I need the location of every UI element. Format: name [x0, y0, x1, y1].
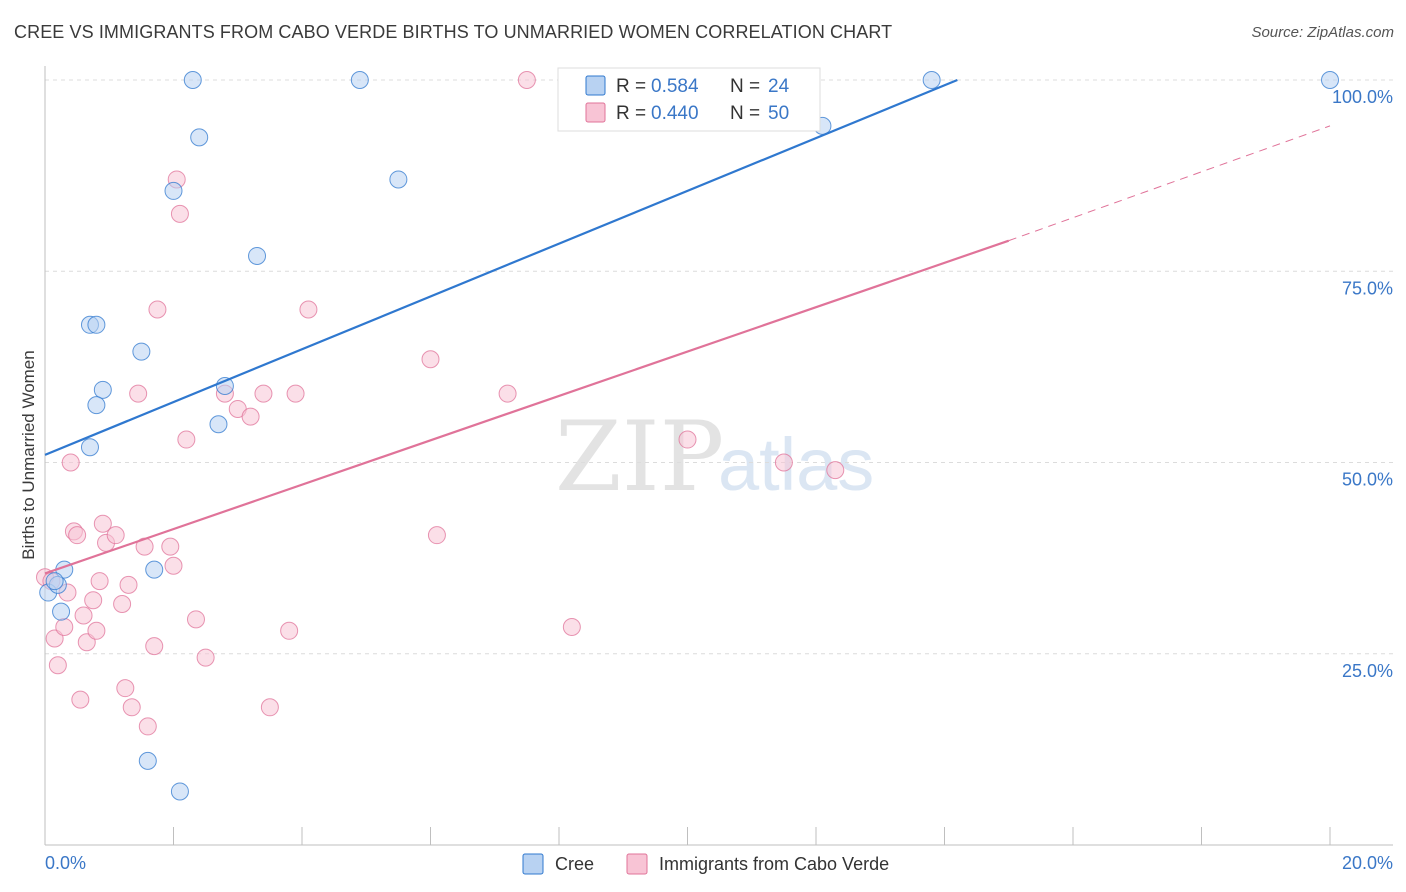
stats-n-value-cabo-verde: 50	[768, 103, 789, 124]
cree-point	[922, 71, 941, 89]
cabo-verde-point	[145, 637, 164, 656]
cabo-verde-point	[286, 384, 305, 403]
stats-r-label-cabo-verde: R =	[616, 103, 646, 124]
cabo-verde-point	[106, 526, 125, 545]
cabo-verde-point	[71, 690, 90, 709]
cree-trend-line	[44, 78, 958, 456]
cabo-verde-point	[164, 556, 183, 575]
cabo-verde-point	[678, 430, 697, 449]
trend-lines	[44, 78, 1331, 575]
bottom-legend: Cree Immigrants from Cabo Verde	[522, 853, 889, 875]
stats-swatch-cabo-verde	[585, 102, 606, 123]
cabo-verde-point	[421, 350, 440, 369]
cabo-verde-point	[93, 514, 112, 533]
x-tick-label-max: 20.0%	[1342, 853, 1393, 873]
cree-point	[80, 438, 99, 457]
cabo-verde-point	[498, 384, 517, 403]
cree-point	[183, 71, 202, 89]
cabo-verde-point	[427, 526, 446, 545]
cabo-verde-point	[119, 575, 138, 594]
legend-swatch-cabo-verde	[626, 853, 648, 875]
x-tick-label-min: 0.0%	[45, 853, 86, 873]
cree-point	[52, 602, 71, 621]
grid-lines	[45, 79, 1393, 655]
cree-point	[170, 782, 189, 801]
y-tick-label-50: 50.0%	[1342, 470, 1393, 490]
stats-r-label-cree: R =	[616, 76, 646, 97]
y-tick-label-75: 75.0%	[1342, 278, 1393, 298]
cree-point	[145, 560, 164, 579]
stats-r-value-cree: 0.584	[651, 76, 699, 97]
legend-swatch-cree	[522, 853, 544, 875]
cabo-verde-point	[77, 633, 96, 652]
y-tick-label-25: 25.0%	[1342, 661, 1393, 681]
series-cree-points	[39, 71, 1339, 801]
cabo-verde-point	[161, 537, 180, 556]
cabo-verde-point	[562, 617, 581, 636]
cabo-verde-point	[113, 595, 132, 614]
cabo-verde-point	[148, 300, 167, 319]
cabo-verde-point	[48, 656, 67, 675]
stats-n-value-cree: 24	[768, 76, 790, 97]
cabo-verde-trend-line	[44, 239, 1010, 575]
cabo-verde-point	[196, 648, 215, 667]
cree-point	[132, 342, 151, 361]
cabo-verde-trend-extension	[1008, 125, 1331, 242]
stats-r-value-cabo-verde: 0.440	[651, 103, 699, 124]
cabo-verde-point	[280, 621, 299, 640]
x-tick-marks	[44, 827, 1331, 845]
stats-n-label-cabo-verde: N =	[730, 103, 760, 124]
cabo-verde-point	[90, 572, 109, 591]
stats-legend: R = 0.584 N = 24 R = 0.440 N = 50	[557, 67, 821, 132]
y-tick-label-100: 100.0%	[1332, 87, 1393, 107]
cabo-verde-point	[241, 407, 260, 426]
cabo-verde-point	[122, 698, 141, 717]
cabo-verde-point	[138, 717, 157, 736]
cabo-verde-point	[170, 204, 189, 223]
y-axis-title: Births to Unmarried Women	[19, 350, 38, 559]
cree-point	[1321, 71, 1339, 89]
cree-point	[164, 181, 183, 200]
stats-n-label-cree: N =	[730, 76, 760, 97]
cabo-verde-point	[55, 617, 74, 636]
cabo-verde-point	[517, 71, 536, 89]
chart-title: CREE VS IMMIGRANTS FROM CABO VERDE BIRTH…	[14, 22, 893, 42]
cabo-verde-point	[299, 300, 318, 319]
watermark-zip: ZIP	[555, 401, 724, 513]
cree-point	[350, 71, 369, 89]
cabo-verde-point	[87, 621, 106, 640]
cabo-verde-point	[774, 453, 793, 472]
cabo-verde-point	[826, 461, 845, 480]
cabo-verde-point	[186, 610, 205, 629]
cree-point	[45, 572, 64, 591]
cabo-verde-point	[177, 430, 196, 449]
cree-point	[93, 380, 112, 399]
cabo-verde-point	[254, 384, 273, 403]
cree-point	[138, 751, 157, 770]
cabo-verde-point	[84, 591, 103, 610]
chart-source: Source: ZipAtlas.com	[1251, 24, 1394, 41]
legend-label-cree: Cree	[555, 854, 594, 874]
cree-point	[389, 170, 408, 189]
watermark-atlas: atlas	[718, 423, 874, 506]
cabo-verde-point	[74, 606, 93, 625]
cabo-verde-point	[61, 453, 80, 472]
legend-label-cabo-verde: Immigrants from Cabo Verde	[659, 854, 889, 874]
cree-point	[190, 128, 209, 147]
cree-point	[87, 315, 106, 334]
cree-point	[87, 396, 106, 415]
cabo-verde-point	[129, 384, 148, 403]
stats-swatch-cree	[585, 75, 606, 96]
cabo-verde-point	[260, 698, 279, 717]
cabo-verde-point	[45, 629, 64, 648]
cree-point	[209, 415, 228, 434]
watermark: ZIP atlas	[555, 401, 874, 513]
cabo-verde-point	[68, 526, 87, 545]
cree-point	[248, 246, 267, 265]
cabo-verde-point	[116, 679, 135, 698]
